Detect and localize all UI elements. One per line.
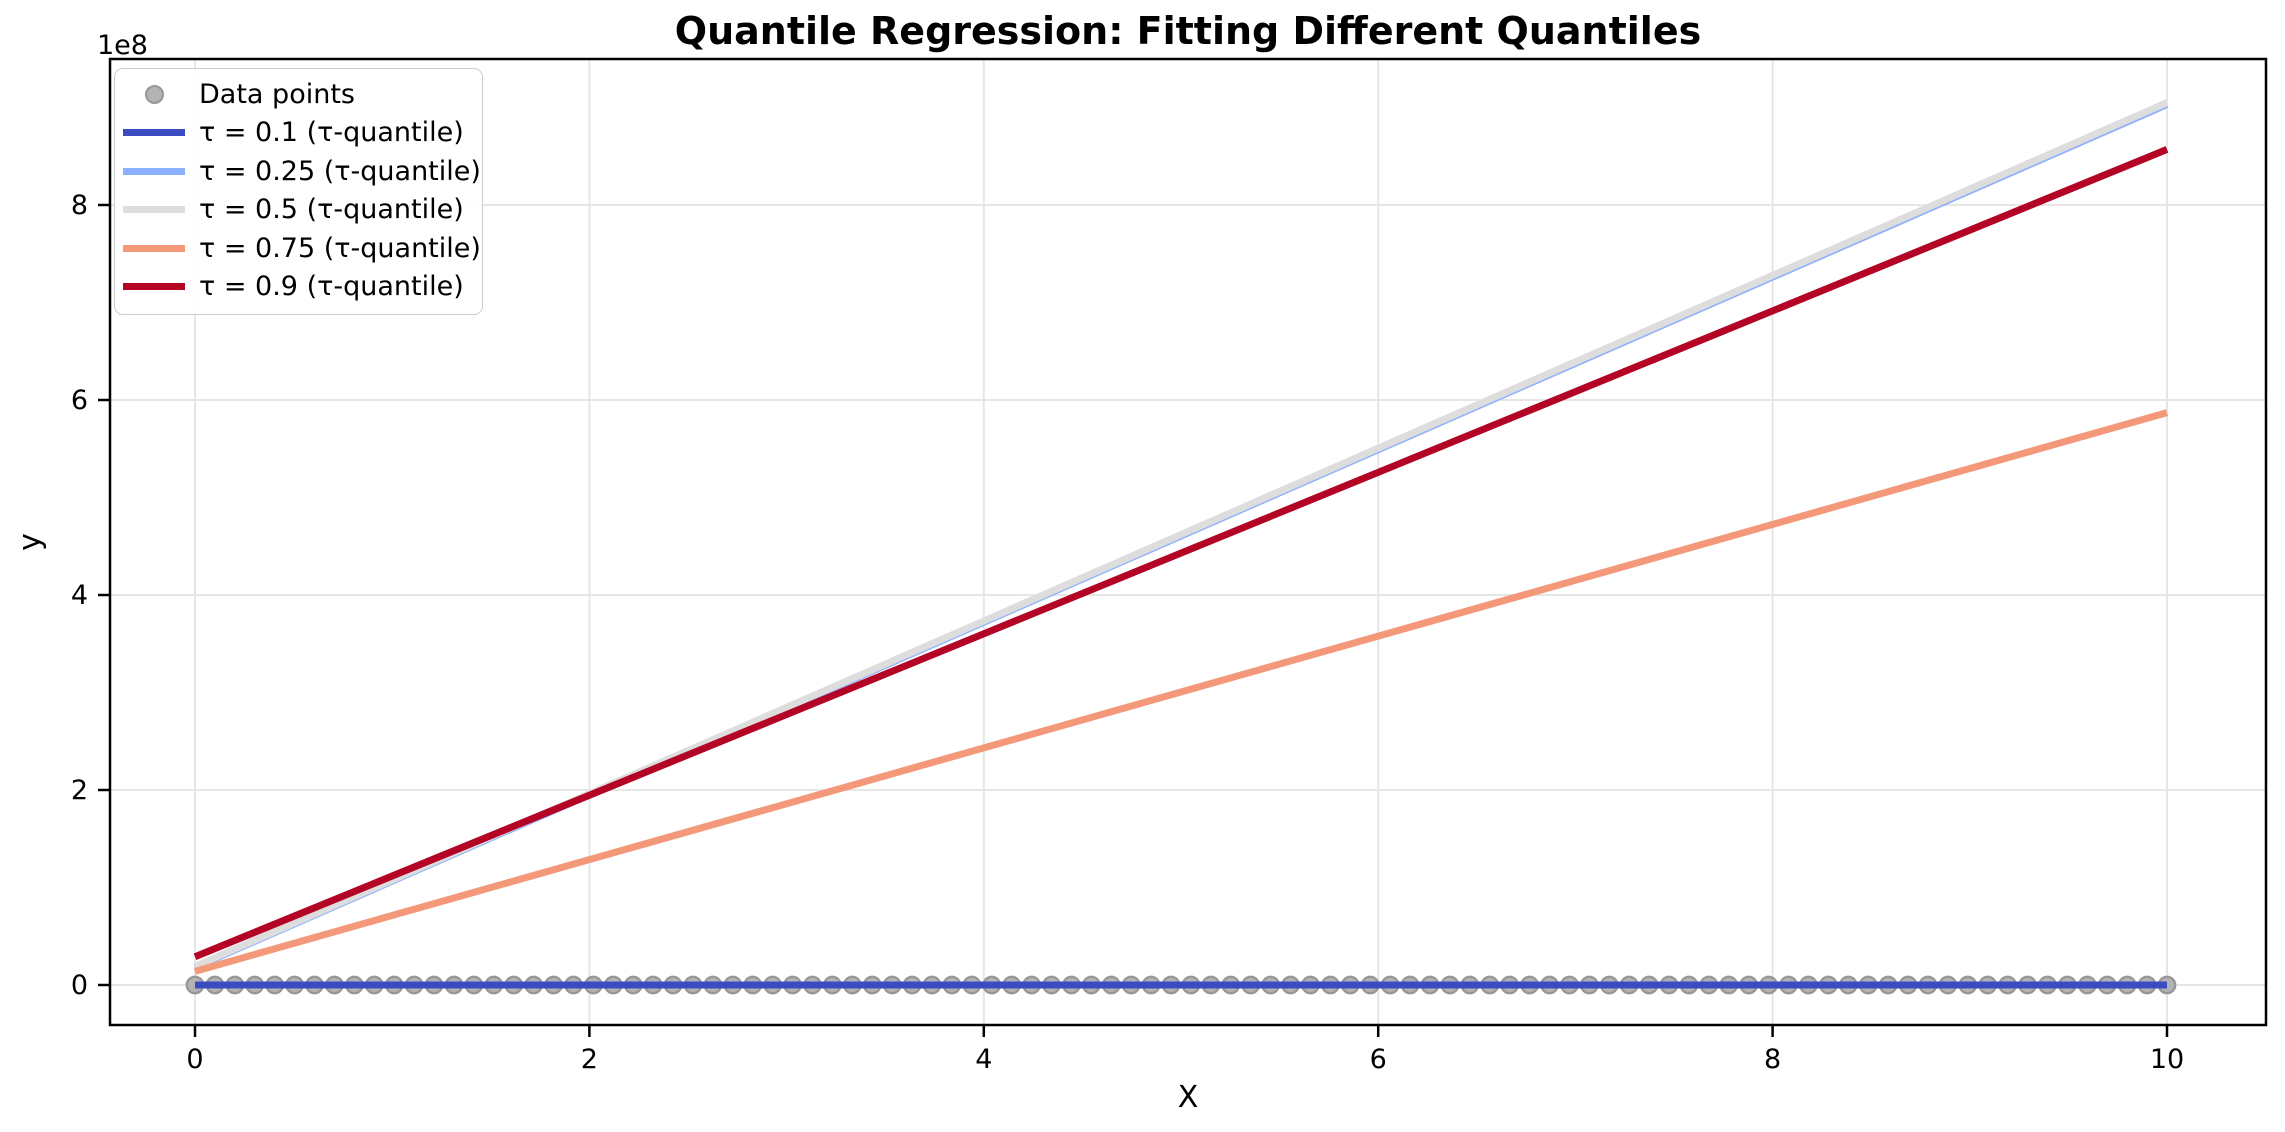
x-tick-label: 2 bbox=[581, 1044, 598, 1075]
y-axis-label: y bbox=[12, 533, 48, 551]
legend-item-tau-0.5: τ = 0.5 (τ-quantile) bbox=[123, 191, 482, 230]
line-swatch-icon bbox=[123, 244, 185, 252]
y-tick-label: 2 bbox=[71, 775, 88, 806]
legend-label: τ = 0.9 (τ-quantile) bbox=[199, 271, 464, 303]
y-tick-label: 8 bbox=[71, 190, 88, 221]
legend-label: τ = 0.1 (τ-quantile) bbox=[199, 117, 464, 149]
line-swatch-icon bbox=[123, 129, 185, 137]
regression-line-tau-0.75 bbox=[194, 409, 2168, 975]
x-tick-label: 8 bbox=[1764, 1044, 1781, 1075]
x-tick-label: 6 bbox=[1370, 1044, 1387, 1075]
regression-line-tau-0.9 bbox=[193, 146, 2169, 960]
legend-item-tau-0.1: τ = 0.1 (τ-quantile) bbox=[123, 114, 482, 153]
line-swatch-icon bbox=[123, 206, 185, 214]
y-axis-offset-label: 1e8 bbox=[97, 30, 148, 61]
legend-label: τ = 0.5 (τ-quantile) bbox=[199, 194, 464, 226]
axes-spines bbox=[108, 57, 2268, 1027]
line-swatch-icon bbox=[123, 283, 185, 291]
chart-title: Quantile Regression: Fitting Different Q… bbox=[674, 9, 1702, 53]
legend-item-tau-0.75: τ = 0.75 (τ-quantile) bbox=[123, 229, 482, 268]
legend-item-tau-0.25: τ = 0.25 (τ-quantile) bbox=[123, 152, 482, 191]
x-tick-label: 0 bbox=[186, 1044, 203, 1075]
x-axis-label: X bbox=[1177, 1080, 1199, 1115]
y-tick-label: 6 bbox=[71, 385, 88, 416]
legend-label: τ = 0.25 (τ-quantile) bbox=[199, 155, 481, 187]
legend-label: Data points bbox=[199, 78, 355, 110]
legend: Data points τ = 0.1 (τ-quantile) τ = 0.25 … bbox=[114, 68, 483, 315]
x-tick-label: 4 bbox=[975, 1044, 992, 1075]
y-tick-label: 4 bbox=[71, 580, 88, 611]
legend-item-tau-0.9: τ = 0.9 (τ-quantile) bbox=[123, 268, 482, 307]
y-tick-label: 0 bbox=[71, 970, 88, 1001]
legend-label: τ = 0.75 (τ-quantile) bbox=[199, 232, 481, 264]
data-points-marker-icon bbox=[123, 84, 185, 104]
x-tick-label: 10 bbox=[2150, 1044, 2184, 1075]
legend-item-data-points: Data points bbox=[123, 75, 482, 114]
line-swatch-icon bbox=[123, 167, 185, 175]
